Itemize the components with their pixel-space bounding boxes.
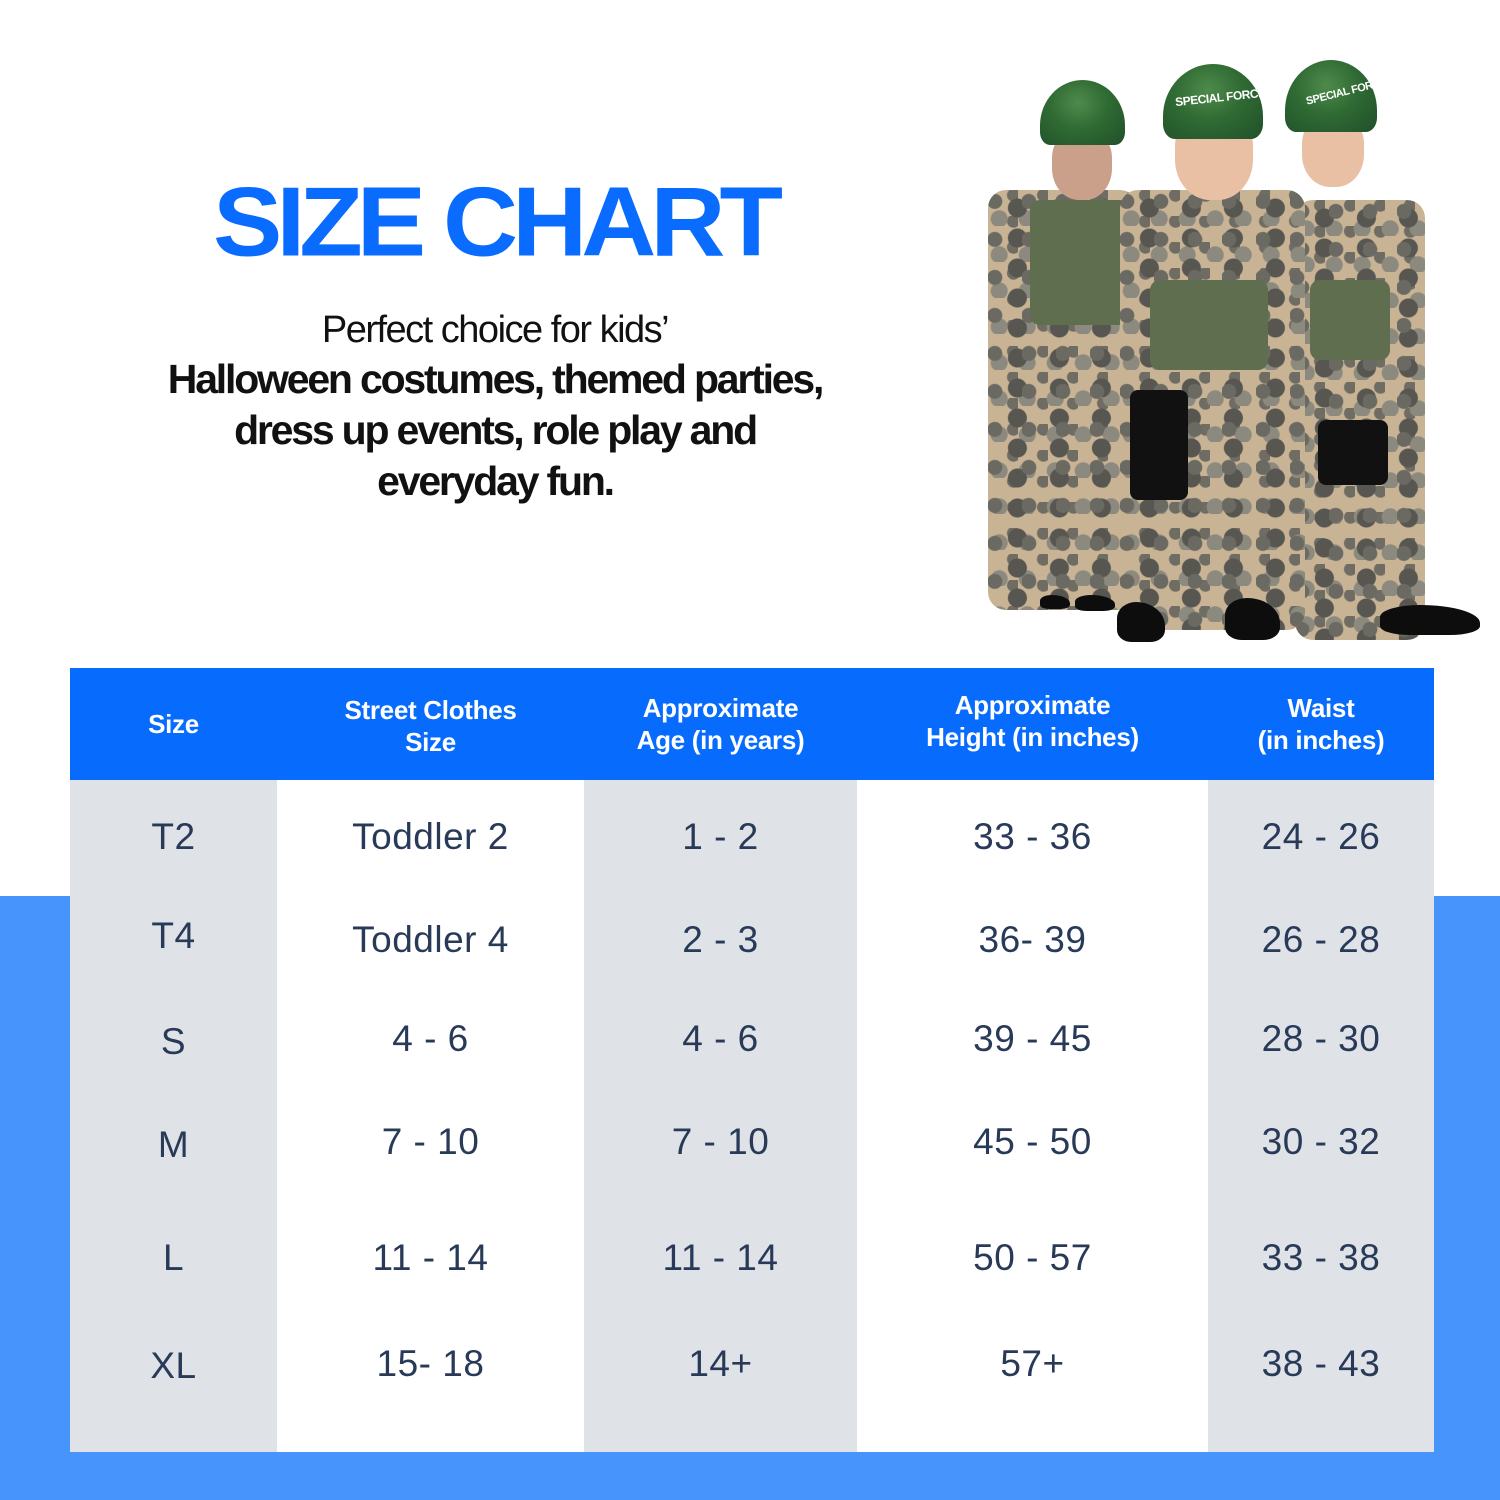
column-header-height: Approximate Height (in inches) — [926, 690, 1139, 752]
table-cell: 57+ — [1000, 1343, 1065, 1384]
tagline-line-3: everyday fun. — [377, 458, 615, 504]
column-waist: 24 - 26 26 - 28 28 - 30 30 - 32 33 - 38 … — [1208, 780, 1434, 1452]
table-cell: 33 - 38 — [1261, 1237, 1381, 1278]
table-cell: 14+ — [688, 1343, 753, 1384]
column-header-size: Size — [148, 709, 199, 739]
table-cell: 4 - 6 — [392, 1018, 469, 1059]
table-cell: 26 - 28 — [1261, 919, 1381, 960]
table-cell: XL — [150, 1345, 197, 1386]
table-cell: L — [162, 1237, 185, 1278]
page-title: SIZE CHART — [213, 166, 783, 278]
table-cell: 45 - 50 — [973, 1121, 1092, 1162]
column-header-waist: Waist (in inches) — [1257, 693, 1385, 755]
subtitle: Perfect choice for kids’ — [321, 309, 670, 351]
table-cell: 11 - 14 — [372, 1237, 489, 1278]
table-cell: 50 - 57 — [973, 1237, 1092, 1278]
size-chart-table: Size Street Clothes Size Approximate Age (… — [70, 668, 1434, 1452]
tagline-line-2: dress up events, role play and — [234, 407, 758, 453]
table-cell: 33 - 36 — [973, 816, 1092, 857]
table-cell: Toddler 2 — [352, 816, 509, 857]
table-cell: 28 - 30 — [1261, 1018, 1381, 1059]
table-cell: T2 — [151, 816, 196, 857]
tagline-line-1: Halloween costumes, themed parties, — [167, 356, 825, 402]
table-header: Size Street Clothes Size Approximate Age (… — [70, 668, 1434, 780]
product-photo: SPECIAL FORCES SPECIAL FORCES — [980, 50, 1480, 660]
table-cell: 11 - 14 — [662, 1237, 779, 1278]
helmet-icon — [1040, 80, 1125, 145]
heading-block: SIZE CHART Perfect choice for kids’ Hall… — [100, 160, 890, 507]
column-age: 1 - 2 2 - 3 4 - 6 7 - 10 11 - 14 14+ — [584, 780, 857, 1452]
table-cell: 7 - 10 — [381, 1121, 480, 1162]
helmet-icon — [1285, 60, 1377, 132]
helmet-icon — [1163, 64, 1263, 139]
table-cell: 30 - 32 — [1261, 1121, 1381, 1162]
table-cell: 38 - 43 — [1261, 1343, 1381, 1384]
column-header-age: Approximate Age (in years) — [636, 693, 805, 755]
column-street-clothes: Toddler 2 Toddler 4 4 - 6 7 - 10 11 - 14… — [277, 780, 584, 1452]
table-cell: 15- 18 — [376, 1343, 485, 1384]
table-cell: 39 - 45 — [973, 1018, 1092, 1059]
table-cell: 2 - 3 — [682, 919, 759, 960]
table-cell: Toddler 4 — [352, 919, 509, 960]
table-cell: 7 - 10 — [671, 1121, 770, 1162]
column-header-street-clothes: Street Clothes Size — [344, 695, 517, 757]
table-cell: M — [157, 1124, 190, 1165]
table-cell: 36- 39 — [978, 919, 1087, 960]
table-cell: 4 - 6 — [682, 1018, 759, 1059]
table-body: T2 T4 S M L XL Toddler 2 Toddler 4 4 - 6… — [70, 780, 1434, 1452]
table-cell: 24 - 26 — [1261, 816, 1381, 857]
table-cell: T4 — [151, 915, 196, 956]
column-height: 33 - 36 36- 39 39 - 45 45 - 50 50 - 57 5… — [857, 780, 1208, 1452]
table-cell: 1 - 2 — [682, 816, 759, 857]
table-cell: S — [160, 1021, 187, 1062]
column-size: T2 T4 S M L XL — [70, 780, 277, 1452]
